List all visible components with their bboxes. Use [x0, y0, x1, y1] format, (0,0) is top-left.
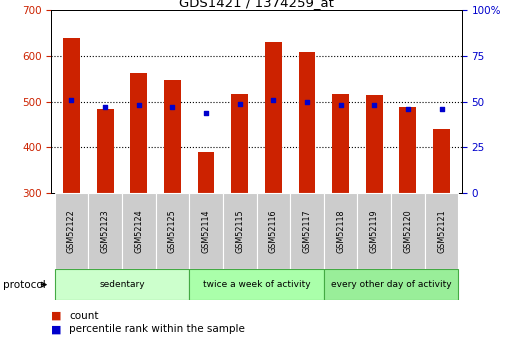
Bar — [358, 193, 391, 269]
Text: GSM52114: GSM52114 — [202, 209, 210, 253]
Text: sedentary: sedentary — [99, 280, 145, 289]
Bar — [63, 38, 80, 193]
Text: protocol: protocol — [3, 280, 45, 289]
Text: GSM52125: GSM52125 — [168, 209, 177, 253]
Bar — [332, 94, 349, 193]
Point — [370, 103, 379, 108]
Text: GSM52122: GSM52122 — [67, 209, 76, 253]
Bar — [189, 193, 223, 269]
Bar — [425, 193, 458, 269]
Bar — [223, 193, 256, 269]
Point — [269, 97, 278, 103]
Text: GSM52117: GSM52117 — [303, 209, 311, 253]
Text: ■: ■ — [51, 325, 62, 334]
Text: GSM52118: GSM52118 — [336, 209, 345, 253]
Bar — [88, 193, 122, 269]
Bar — [265, 42, 282, 193]
Bar — [189, 269, 324, 300]
Point — [235, 101, 244, 106]
Text: GSM52116: GSM52116 — [269, 209, 278, 253]
Point — [134, 103, 143, 108]
Bar — [366, 95, 383, 193]
Bar — [299, 52, 315, 193]
Point — [303, 99, 311, 105]
Bar — [400, 107, 416, 193]
Point — [202, 110, 210, 116]
Bar — [433, 129, 450, 193]
Bar — [324, 269, 458, 300]
Point — [337, 103, 345, 108]
Bar — [164, 80, 181, 193]
Point — [438, 106, 446, 112]
Bar — [97, 109, 113, 193]
Text: twice a week of activity: twice a week of activity — [203, 280, 310, 289]
Text: every other day of activity: every other day of activity — [331, 280, 451, 289]
Bar — [130, 73, 147, 193]
Bar — [122, 193, 155, 269]
Point — [67, 97, 75, 103]
Text: GSM52115: GSM52115 — [235, 209, 244, 253]
Text: ■: ■ — [51, 311, 62, 321]
Text: count: count — [69, 311, 99, 321]
Text: GSM52121: GSM52121 — [437, 209, 446, 253]
Bar — [231, 94, 248, 193]
Bar — [290, 193, 324, 269]
Bar — [155, 193, 189, 269]
Bar — [55, 193, 88, 269]
Bar — [55, 269, 189, 300]
Bar — [324, 193, 358, 269]
Text: GSM52119: GSM52119 — [370, 209, 379, 253]
Title: GDS1421 / 1374259_at: GDS1421 / 1374259_at — [179, 0, 334, 9]
Text: GSM52123: GSM52123 — [101, 209, 110, 253]
Point — [101, 105, 109, 110]
Bar — [391, 193, 425, 269]
Text: percentile rank within the sample: percentile rank within the sample — [69, 325, 245, 334]
Text: GSM52124: GSM52124 — [134, 209, 143, 253]
Point — [168, 105, 176, 110]
Text: GSM52120: GSM52120 — [403, 209, 412, 253]
Bar — [198, 152, 214, 193]
Point — [404, 106, 412, 112]
Bar — [256, 193, 290, 269]
